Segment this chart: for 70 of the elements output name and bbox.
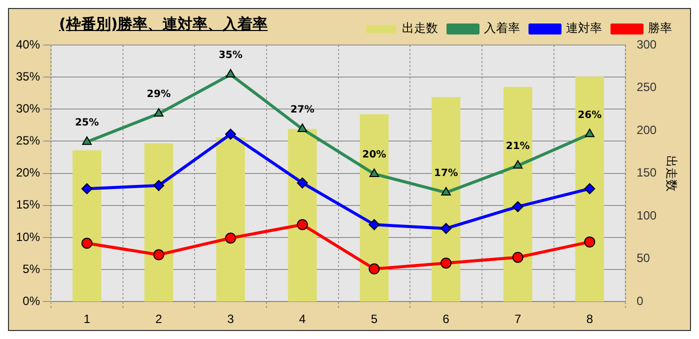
- legend-label: 勝率: [648, 21, 672, 36]
- data-label: 21%: [506, 141, 530, 152]
- legend-label: 連対率: [566, 21, 602, 36]
- y2-axis-title: 出走数: [664, 155, 678, 192]
- point: [154, 108, 164, 117]
- bar: [575, 76, 604, 302]
- y-tick-label: 30%: [16, 101, 40, 116]
- point: [584, 183, 596, 194]
- x-tick-label: 5: [370, 312, 378, 326]
- y2-tick-label: 150: [636, 166, 657, 180]
- point: [368, 219, 380, 230]
- x-tick-label: 2: [155, 312, 162, 326]
- point: [513, 160, 523, 169]
- y2-tick-label: 50: [636, 251, 650, 266]
- y-tick-label: 20%: [16, 166, 40, 180]
- y-tick-label: 40%: [16, 37, 40, 52]
- data-label: 17%: [434, 168, 458, 180]
- point: [82, 136, 92, 145]
- x-tick-label: 1: [84, 312, 91, 326]
- bar: [72, 150, 102, 302]
- point: [296, 177, 308, 188]
- x-tick-label: 8: [586, 312, 594, 326]
- point: [441, 187, 451, 196]
- data-label: 25%: [74, 117, 99, 128]
- bar: [432, 97, 460, 302]
- y2-tick-label: 100: [636, 208, 657, 222]
- y-tick-label: 5%: [22, 262, 40, 276]
- data-label: 26%: [578, 110, 602, 121]
- x-tick-label: 6: [442, 312, 450, 326]
- point: [81, 183, 92, 194]
- point: [296, 219, 308, 230]
- point: [225, 232, 236, 244]
- point: [440, 222, 452, 234]
- y2-tick-label: 200: [636, 122, 657, 137]
- legend-label: 出走数: [402, 21, 438, 36]
- y-tick-label: 35%: [16, 69, 40, 84]
- y-tick-label: 10%: [16, 230, 40, 244]
- bar: [216, 137, 245, 302]
- data-label: 20%: [362, 150, 386, 161]
- point: [153, 180, 164, 191]
- data-label: 27%: [290, 104, 314, 116]
- point: [81, 238, 92, 249]
- bar: [503, 86, 532, 302]
- bar: [360, 114, 389, 302]
- y2-tick-label: 300: [636, 37, 657, 52]
- point: [225, 128, 236, 140]
- y-tick-label: 15%: [16, 198, 40, 212]
- y-tick-label: 25%: [16, 134, 40, 148]
- point: [584, 128, 594, 138]
- point: [512, 252, 524, 263]
- x-tick-label: 4: [299, 312, 306, 326]
- point: [369, 168, 380, 177]
- data-label: 29%: [146, 89, 171, 100]
- point: [298, 124, 308, 132]
- point: [226, 69, 236, 78]
- point: [584, 236, 596, 248]
- x-tick-label: 7: [514, 312, 522, 326]
- point: [440, 258, 452, 269]
- bar: [144, 143, 174, 302]
- point: [512, 201, 524, 212]
- data-label: 35%: [218, 50, 243, 62]
- y-tick-label: 0%: [22, 294, 40, 308]
- y2-tick-label: 0: [636, 294, 644, 308]
- y2-tick-label: 250: [636, 80, 657, 94]
- point: [153, 249, 164, 260]
- point: [368, 263, 380, 274]
- x-tick-label: 3: [227, 312, 234, 326]
- legend-label: 入着率: [484, 21, 520, 36]
- bar: [288, 128, 317, 302]
- chart-title: (枠番別)勝率、連対率、入着率: [59, 15, 268, 34]
